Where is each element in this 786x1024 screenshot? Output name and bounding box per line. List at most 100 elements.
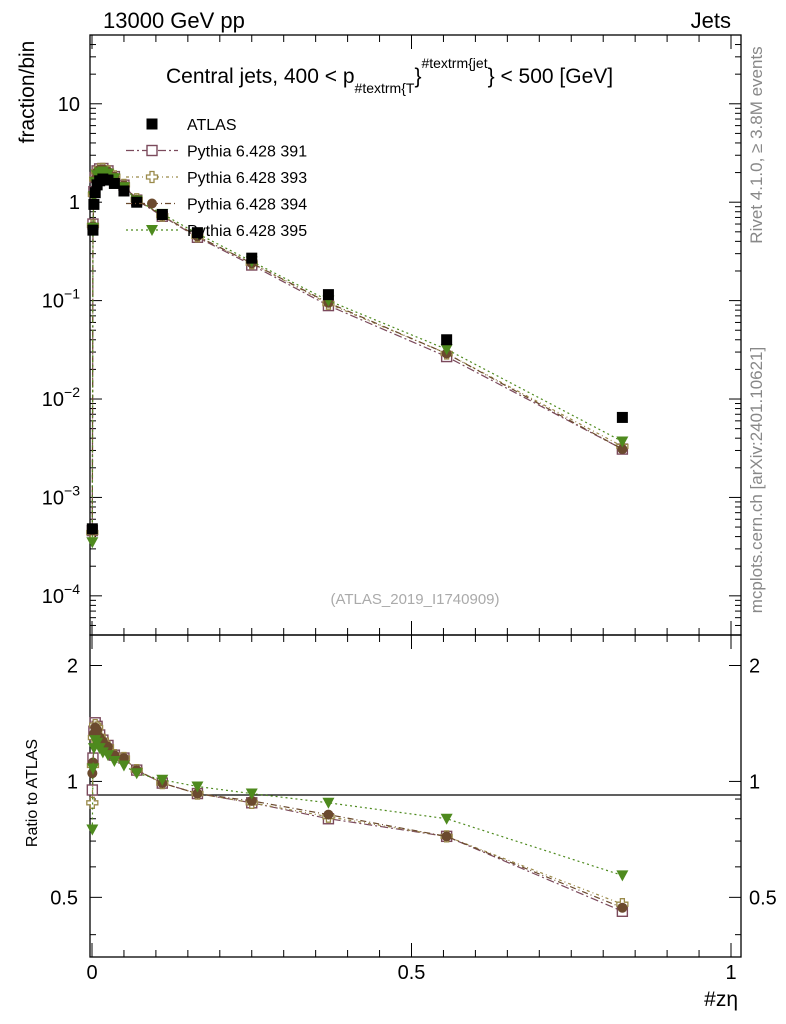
data-point xyxy=(147,198,157,209)
ratio-series-pythia-6-428-394 xyxy=(87,722,628,913)
title-superscript: #textrm{jet xyxy=(421,55,487,71)
legend-entry: Pythia 6.428 391 xyxy=(126,144,307,161)
y-tick-label-base: 10 xyxy=(42,586,64,608)
series-line-main xyxy=(91,170,623,543)
legend-label: Pythia 6.428 393 xyxy=(187,170,307,187)
y-tick-label-base: 10 xyxy=(42,487,64,509)
data-point xyxy=(191,781,204,793)
ratio-series-pythia-6-428-391 xyxy=(86,717,629,917)
data-point xyxy=(617,902,628,913)
data-point xyxy=(87,224,99,236)
x-axis-label: #zη xyxy=(704,988,738,1011)
watermark: (ATLAS_2019_I1740909) xyxy=(330,591,499,608)
frame-layer xyxy=(89,34,742,958)
data-point xyxy=(146,144,158,157)
data-point xyxy=(131,196,143,208)
series-line-main xyxy=(91,168,623,533)
y-tick-label-exponent: −4 xyxy=(64,581,80,597)
x-tick-label: 0.5 xyxy=(398,962,426,984)
series-line-ratio xyxy=(91,720,623,912)
legend-label: Pythia 6.428 394 xyxy=(187,197,307,214)
data-point xyxy=(246,795,257,806)
data-point xyxy=(441,334,453,346)
data-point xyxy=(96,747,109,759)
data-point xyxy=(108,755,121,767)
y-tick-label-ratio-right: 1 xyxy=(749,771,760,793)
y-tick-label-ratio-right: 0.5 xyxy=(749,887,777,909)
data-point xyxy=(156,208,168,220)
data-point xyxy=(440,344,453,356)
data-point xyxy=(146,225,158,236)
data-point xyxy=(616,436,629,448)
data-point xyxy=(118,185,130,197)
y-tick-label-ratio-right: 2 xyxy=(749,655,760,677)
data-point xyxy=(616,870,629,882)
y-tick-label-main: 10 xyxy=(58,94,80,116)
y-tick-label-ratio-left: 0.5 xyxy=(50,887,78,909)
data-point xyxy=(86,763,99,775)
header-jets: Jets xyxy=(691,8,731,33)
data-point xyxy=(156,774,169,786)
data-point xyxy=(245,788,258,800)
chart-title: Central jets, 400 < p#textrm{T}#textrm{j… xyxy=(166,55,613,96)
data-point xyxy=(191,227,203,239)
y-tick-label-main: 10−1 xyxy=(42,286,80,313)
y-axis-label-ratio: Ratio to ATLAS xyxy=(24,739,41,847)
x-tick-label: 0 xyxy=(86,962,97,984)
data-point xyxy=(102,174,114,186)
legend-entry: Pythia 6.428 395 xyxy=(126,223,307,240)
y-tick-label-base: 10 xyxy=(42,389,64,411)
data-point xyxy=(246,252,258,264)
legend-entry: Pythia 6.428 394 xyxy=(126,197,307,214)
data-point xyxy=(322,797,335,809)
legend-label: ATLAS xyxy=(187,117,237,134)
title-subscript: #textrm{T xyxy=(355,80,415,96)
data-point xyxy=(86,824,99,836)
y-tick-label-main: 10−2 xyxy=(42,384,80,411)
y-tick-label-ratio-left: 2 xyxy=(67,655,78,677)
legend: ATLAS Pythia 6.428 391 Pythia 6.428 393 Pyt… xyxy=(126,117,307,240)
legend-label: Pythia 6.428 395 xyxy=(187,223,307,240)
y-tick-label-exponent: −3 xyxy=(64,482,80,498)
ratio-panel-frame xyxy=(89,634,742,958)
data-point xyxy=(101,750,114,762)
data-point xyxy=(616,411,628,423)
y-tick-label-exponent: −2 xyxy=(64,384,80,400)
data-point xyxy=(89,187,101,199)
header-energy: 13000 GeV pp xyxy=(103,8,245,33)
ratio-series-pythia-6-428-395 xyxy=(86,735,629,882)
series-pythia-6-428-395 xyxy=(86,166,629,549)
y-tick-label-main: 10−3 xyxy=(42,482,80,509)
x-tick-label: 1 xyxy=(725,962,736,984)
title-brace: } xyxy=(414,65,421,88)
y-tick-label-base: 10 xyxy=(42,291,64,313)
series-layer xyxy=(86,162,629,917)
series-line-main xyxy=(91,167,623,531)
data-point xyxy=(192,788,203,799)
data-point xyxy=(145,170,159,184)
data-point xyxy=(130,768,143,780)
side-rivet-label: Rivet 4.1.0, ≥ 3.8M events xyxy=(747,46,766,243)
series-pythia-6-428-393 xyxy=(86,162,629,539)
data-point xyxy=(86,537,99,549)
title-end: } < 500 [GeV] xyxy=(488,65,614,88)
data-point xyxy=(440,813,453,825)
title-main: Central jets, 400 < p xyxy=(166,65,355,88)
data-point xyxy=(92,724,103,735)
legend-entry: ATLAS xyxy=(146,117,237,134)
series-atlas xyxy=(86,173,628,535)
data-point xyxy=(117,760,130,772)
y-axis-label-main: fraction/bin xyxy=(16,41,39,144)
data-point xyxy=(617,444,628,455)
data-point xyxy=(86,523,98,535)
y-tick-label-main: 1 xyxy=(69,192,80,214)
data-point xyxy=(146,118,158,130)
data-point xyxy=(108,177,120,189)
y-tick-label-ratio-left: 1 xyxy=(67,771,78,793)
side-mcplots-label: mcplots.cern.ch [arXiv:2401.10621] xyxy=(747,347,766,613)
series-line-ratio xyxy=(91,726,623,909)
series-line-ratio xyxy=(91,738,623,876)
y-tick-label-main: 10−4 xyxy=(42,581,80,608)
data-point xyxy=(88,198,100,210)
